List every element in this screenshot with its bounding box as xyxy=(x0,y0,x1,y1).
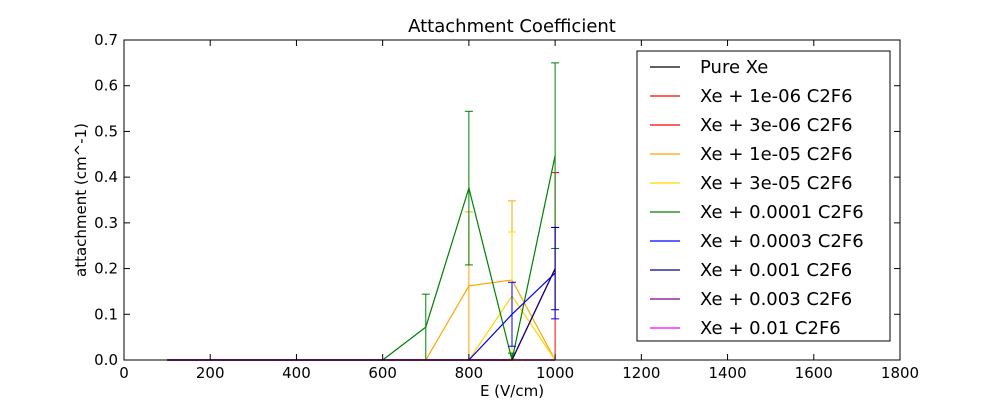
y-tick-label: 0.2 xyxy=(94,260,118,278)
y-axis-label: attachment (cm^-1) xyxy=(72,123,90,277)
legend-frame xyxy=(636,50,891,342)
series-group xyxy=(167,226,560,361)
legend-label: Xe + 1e-06 C2F6 xyxy=(700,86,853,107)
x-tick-label: 1000 xyxy=(536,364,574,382)
x-tick-label: 0 xyxy=(119,364,129,382)
x-tick-label: 600 xyxy=(368,364,397,382)
legend-label: Xe + 0.0001 C2F6 xyxy=(700,202,864,223)
x-tick-label: 800 xyxy=(455,364,484,382)
legend-label: Xe + 0.001 C2F6 xyxy=(700,260,852,281)
legend-label: Xe + 3e-05 C2F6 xyxy=(700,173,853,194)
series-group xyxy=(167,200,556,361)
series-group xyxy=(167,62,560,361)
series-line xyxy=(167,279,556,361)
series-layer xyxy=(167,62,560,361)
y-tick-label: 0.0 xyxy=(94,351,118,369)
y-tick-label: 0.3 xyxy=(94,214,118,232)
series-line xyxy=(167,294,556,361)
y-tick-label: 0.7 xyxy=(94,31,118,49)
y-tick-label: 0.4 xyxy=(94,168,118,186)
y-tick-label: 0.5 xyxy=(94,122,118,140)
x-tick-label: 1600 xyxy=(795,364,833,382)
legend: Pure Xe Xe + 1e-06 C2F6 Xe + 3e-06 C2F6 Xe … xyxy=(636,50,891,342)
series-line xyxy=(167,155,556,361)
series-line xyxy=(167,272,556,361)
legend-label: Xe + 1e-05 C2F6 xyxy=(700,144,853,165)
x-tick-label: 400 xyxy=(282,364,311,382)
x-tick-label: 1200 xyxy=(622,364,660,382)
x-tick-label: 200 xyxy=(196,364,225,382)
y-tick-label: 0.1 xyxy=(94,305,118,323)
x-axis-label: E (V/cm) xyxy=(480,382,544,400)
ticks-layer: 0 200 400 600 800 1000 1200 1400 1600 1800 0.0 0.1 0… xyxy=(94,31,919,382)
x-tick-label: 1400 xyxy=(708,364,746,382)
legend-label: Xe + 0.0003 C2F6 xyxy=(700,231,864,252)
x-tick-label: 1800 xyxy=(881,364,919,382)
y-tick-label: 0.6 xyxy=(94,77,118,95)
legend-label: Xe + 0.01 C2F6 xyxy=(700,318,841,339)
series-group xyxy=(167,231,556,361)
legend-label: Xe + 3e-06 C2F6 xyxy=(700,115,853,136)
chart-title: Attachment Coefficient xyxy=(408,16,616,37)
legend-label: Pure Xe xyxy=(700,57,768,78)
plot-frame xyxy=(123,39,901,361)
legend-label: Xe + 0.003 C2F6 xyxy=(700,289,852,310)
series-group xyxy=(167,226,560,361)
series-group xyxy=(167,172,560,361)
